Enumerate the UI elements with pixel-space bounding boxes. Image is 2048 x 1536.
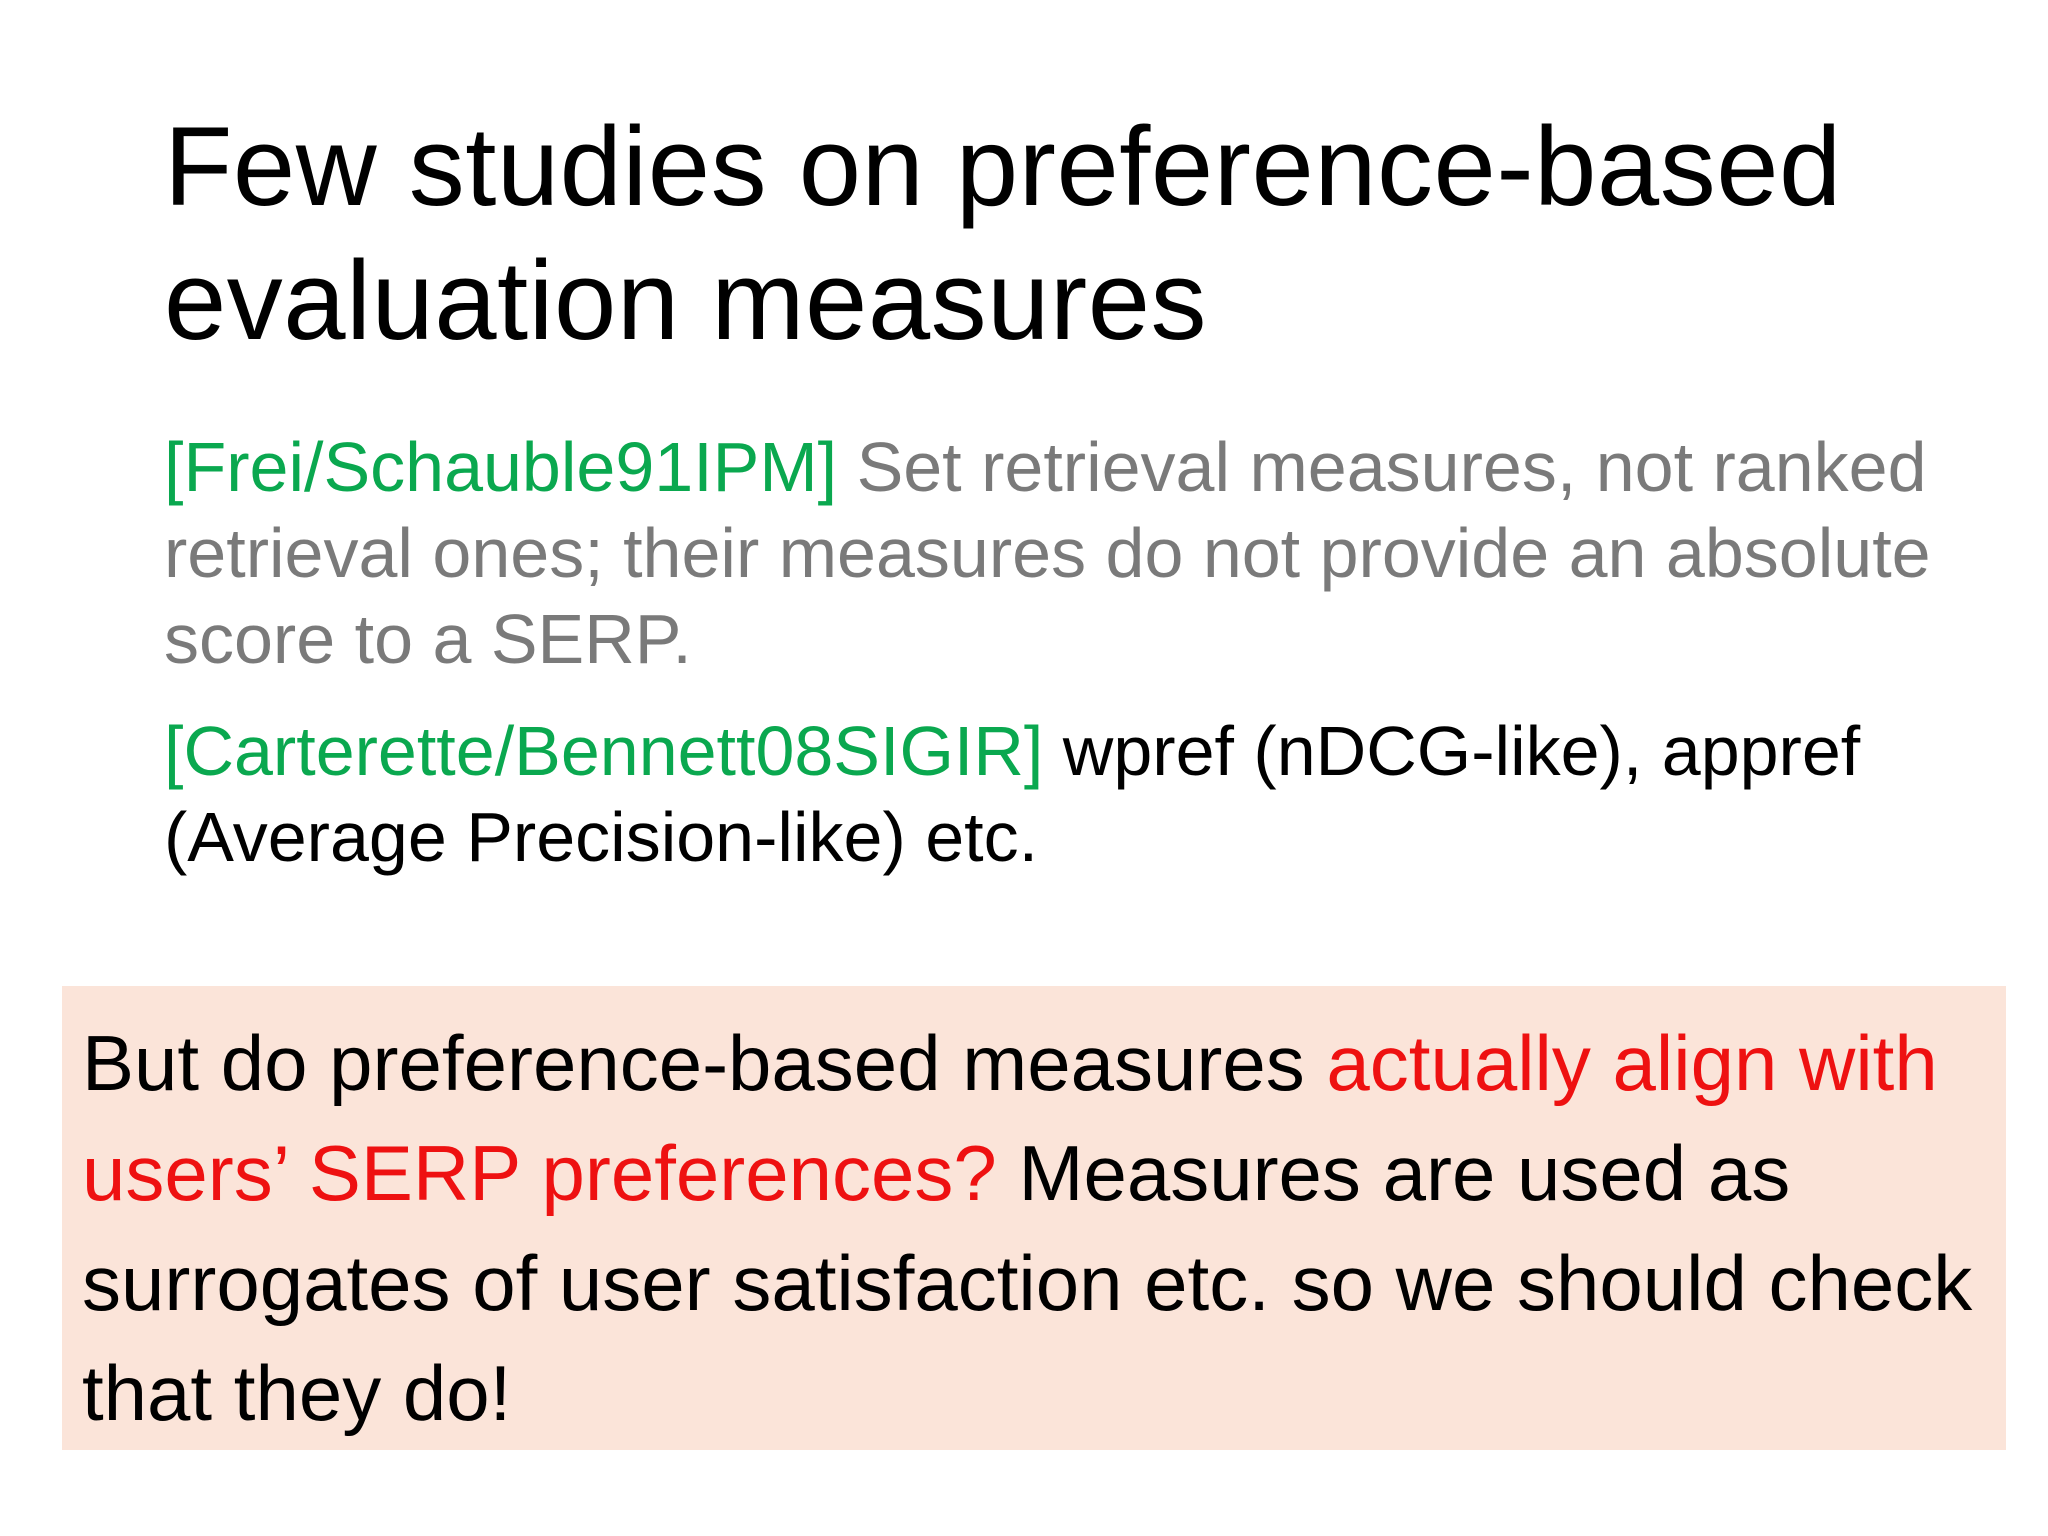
reference-tag: [Frei/Schauble91IPM]: [164, 428, 838, 506]
title-line-1: Few studies on preference-based: [164, 104, 1842, 229]
title-line-2: evaluation measures: [164, 238, 1207, 363]
reference-description: wpref (nDCG-like), appref (Average Preci…: [164, 712, 1861, 876]
reference-description: Set retrieval measures, not ranked retri…: [164, 428, 1931, 678]
callout-text-part-1: But do preference-based measures: [82, 1019, 1327, 1107]
callout-text-part-2: Measures are used as surrogates of user …: [82, 1129, 1973, 1437]
slide-title: Few studies on preference-based evaluati…: [164, 100, 1964, 368]
reference-item-carterette-bennett: [Carterette/Bennett08SIGIR] wpref (nDCG-…: [164, 708, 1964, 880]
reference-item-frei-schauble: [Frei/Schauble91IPM] Set retrieval measu…: [164, 424, 1964, 682]
callout-highlight: actually align with users’ SERP preferen…: [82, 1019, 1938, 1217]
reference-list: [Frei/Schauble91IPM] Set retrieval measu…: [164, 424, 1964, 906]
callout-box: But do preference-based measures actuall…: [62, 986, 2006, 1450]
callout-text: But do preference-based measures actuall…: [82, 1008, 1986, 1448]
reference-tag: [Carterette/Bennett08SIGIR]: [164, 712, 1044, 790]
